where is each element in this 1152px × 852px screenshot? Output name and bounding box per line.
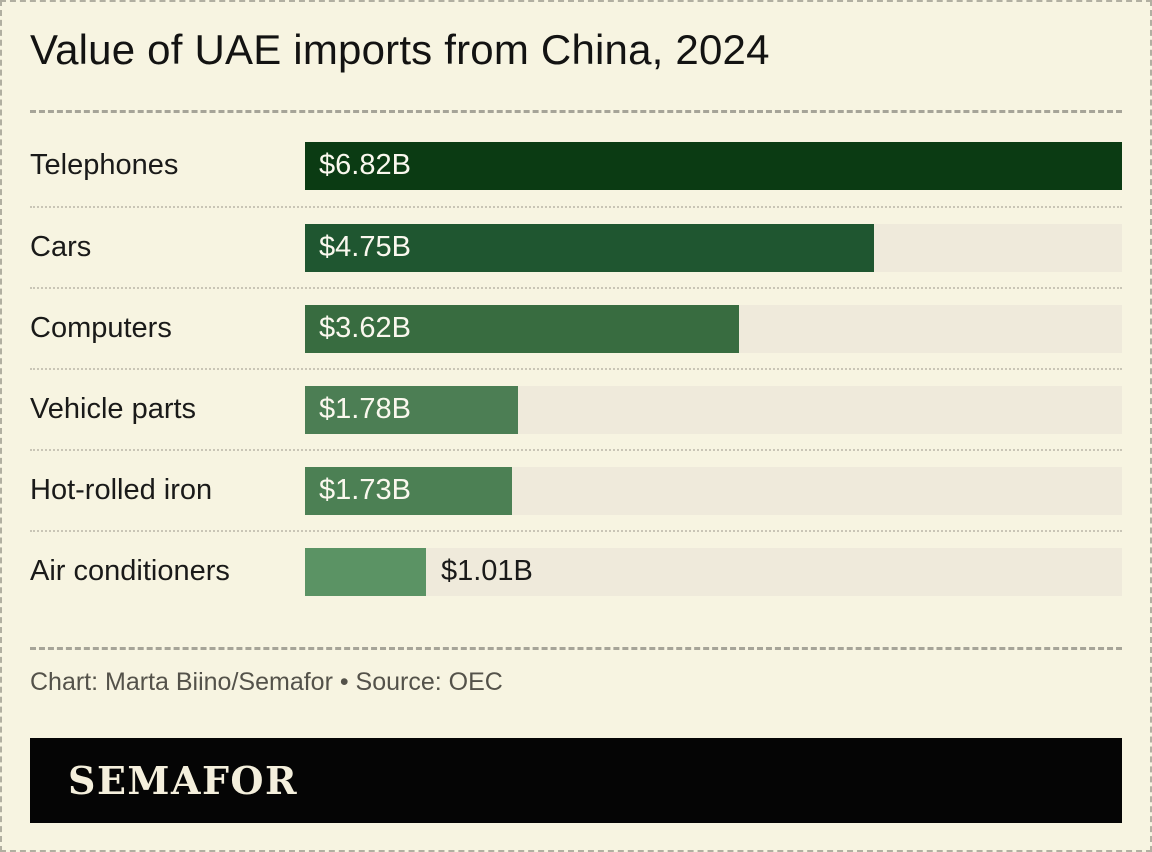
category-label: Air conditioners	[30, 555, 230, 587]
category-label: Computers	[30, 312, 172, 344]
chart-credit: Chart: Marta Biino/Semafor • Source: OEC	[30, 668, 503, 696]
chart-row: Air conditioners $1.01B	[30, 530, 1122, 611]
value-label: $3.62B	[319, 312, 411, 344]
bar-track: $4.75B	[305, 223, 1122, 272]
category-label: Cars	[30, 231, 92, 263]
bar-track: $1.01B	[305, 547, 1122, 596]
bar	[305, 547, 426, 596]
bar: $3.62B	[305, 304, 739, 353]
chart-title: Value of UAE imports from China, 2024	[30, 26, 770, 73]
bar: $1.78B	[305, 385, 519, 434]
chart-row: Cars $4.75B	[30, 206, 1122, 287]
bar: $4.75B	[305, 223, 875, 272]
bar: $1.73B	[305, 466, 513, 515]
category-label: Telephones	[30, 149, 179, 181]
value-label: $6.82B	[319, 149, 411, 181]
semafor-logo-bar: SEMAFOR	[30, 738, 1122, 823]
category-label: Vehicle parts	[30, 393, 197, 425]
bar-track: $6.82B	[305, 141, 1122, 190]
value-label: $1.78B	[319, 393, 411, 425]
bar-track: $3.62B	[305, 304, 1122, 353]
bar-track: $1.78B	[305, 385, 1122, 434]
value-label: $1.01B	[440, 555, 533, 587]
chart-row: Telephones $6.82B	[30, 125, 1122, 206]
value-label: $4.75B	[319, 231, 411, 263]
chart-row: Hot-rolled iron $1.73B	[30, 449, 1122, 530]
semafor-logo: SEMAFOR	[68, 758, 299, 803]
bar-track: $1.73B	[305, 466, 1122, 515]
chart-row: Computers $3.62B	[30, 287, 1122, 368]
bar-chart: Telephones $6.82B Cars $4.75B Computers $3.62…	[30, 125, 1122, 611]
bar: $6.82B	[305, 141, 1122, 190]
value-label: $1.73B	[319, 474, 411, 506]
divider-top	[30, 110, 1122, 113]
divider-bottom	[30, 647, 1122, 650]
chart-row: Vehicle parts $1.78B	[30, 368, 1122, 449]
category-label: Hot-rolled iron	[30, 474, 213, 506]
